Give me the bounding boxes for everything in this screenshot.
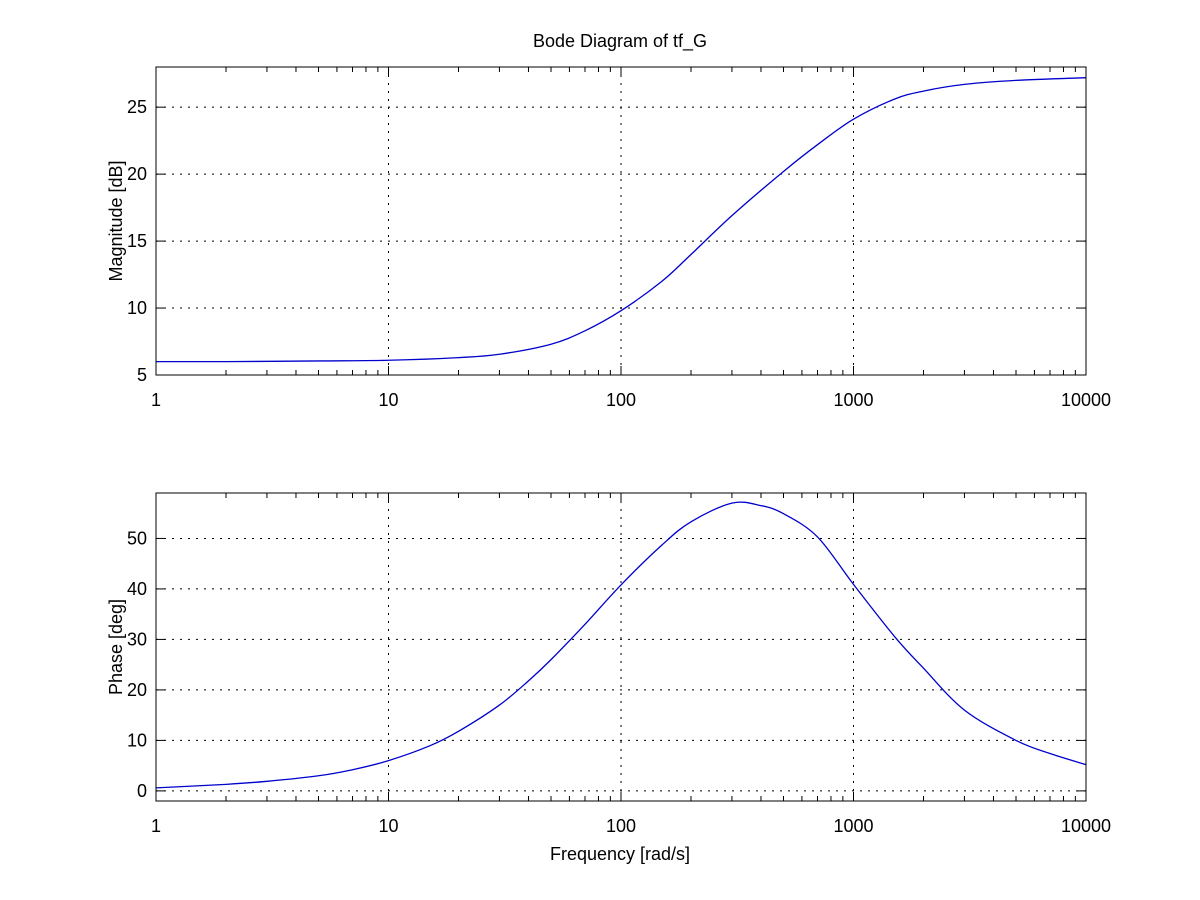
- phase-tick-labels: 1 10 100 1000 10000 0 10 20 30 40 50: [127, 528, 1111, 836]
- magnitude-panel: 1 10 100 1000 10000 5 10 15 20 25 Magnitude [dB]: [106, 66, 1111, 410]
- phase-series: [155, 501, 1087, 789]
- phase-y-tick-label: 10: [127, 730, 147, 750]
- phase-series-line: [155, 501, 1087, 789]
- phase-x-tick-label: 10: [378, 816, 398, 836]
- magnitude-x-tick-label: 1: [151, 390, 161, 410]
- frequency-x-axis-label: Frequency [rad/s]: [550, 844, 690, 864]
- magnitude-x-tick-label: 10: [378, 390, 398, 410]
- phase-x-tick-label: 1000: [833, 816, 873, 836]
- magnitude-x-tick-label: 10000: [1061, 390, 1111, 410]
- magnitude-tick-labels: 1 10 100 1000 10000 5 10 15 20 25: [127, 97, 1111, 410]
- phase-y-tick-label: 30: [127, 629, 147, 649]
- phase-y-tick-label: 50: [127, 528, 147, 548]
- phase-x-tick-label: 100: [606, 816, 636, 836]
- phase-y-tick-label: 40: [127, 579, 147, 599]
- phase-y-tick-label: 20: [127, 680, 147, 700]
- magnitude-y-tick-label: 15: [127, 231, 147, 251]
- magnitude-y-tick-label: 20: [127, 164, 147, 184]
- phase-axes-frame: [155, 492, 1087, 802]
- phase-grid: [156, 493, 1086, 801]
- magnitude-series-line: [155, 77, 1087, 363]
- magnitude-axes-frame: [155, 66, 1087, 376]
- magnitude-y-tick-label: 25: [127, 97, 147, 117]
- magnitude-x-tick-label: 100: [606, 390, 636, 410]
- phase-y-tick-label: 0: [137, 781, 147, 801]
- magnitude-y-axis-label: Magnitude [dB]: [106, 160, 126, 281]
- phase-x-tick-label: 1: [151, 816, 161, 836]
- magnitude-series: [155, 77, 1087, 363]
- phase-x-tick-label: 10000: [1061, 816, 1111, 836]
- phase-panel: 1 10 100 1000 10000 0 10 20 30 40 50 Phase [deg] F…: [106, 492, 1111, 864]
- chart-title: Bode Diagram of tf_G: [533, 31, 707, 52]
- magnitude-x-tick-label: 1000: [833, 390, 873, 410]
- phase-y-axis-label: Phase [deg]: [106, 599, 126, 695]
- magnitude-y-tick-label: 10: [127, 298, 147, 318]
- magnitude-y-tick-label: 5: [137, 365, 147, 385]
